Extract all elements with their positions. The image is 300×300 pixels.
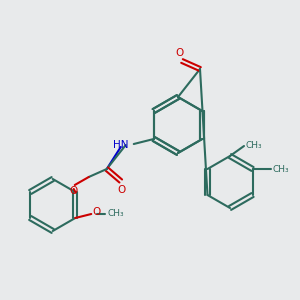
Text: CH₃: CH₃ [272, 164, 289, 173]
Text: O: O [92, 207, 101, 217]
Text: O: O [176, 48, 184, 58]
Text: CH₃: CH₃ [246, 142, 262, 151]
Text: CH₃: CH₃ [107, 209, 124, 218]
Text: O: O [70, 186, 78, 196]
Text: O: O [118, 185, 126, 195]
Text: HN: HN [113, 140, 129, 150]
